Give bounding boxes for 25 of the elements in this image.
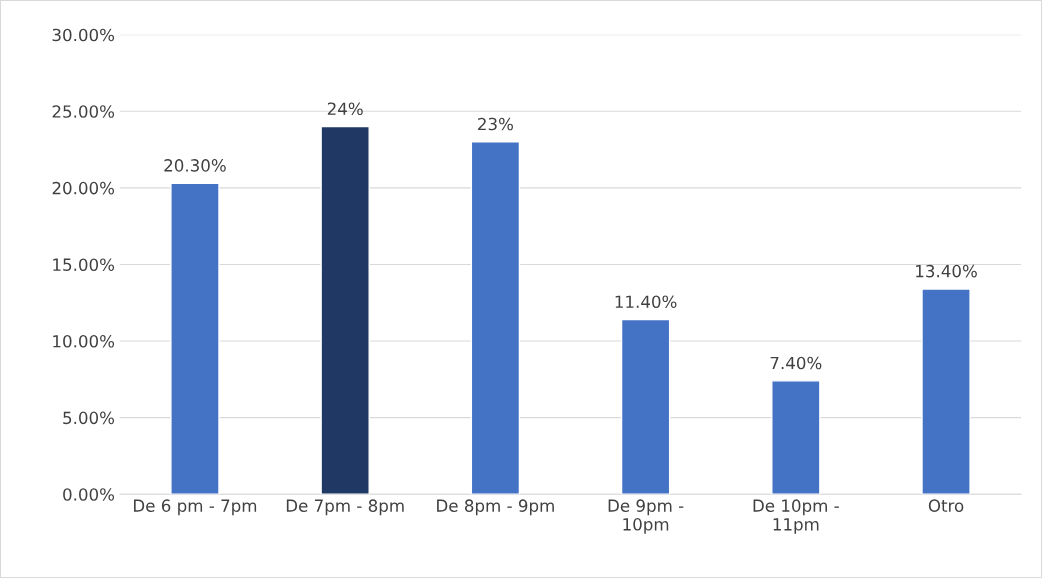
data-label: 24% (327, 102, 363, 116)
bar (320, 125, 370, 495)
bar (921, 288, 971, 495)
data-label: 20.30% (164, 159, 226, 172)
bar (470, 141, 521, 495)
bar (170, 182, 220, 495)
x-tick-label: De 9pm - 10pm (608, 499, 684, 534)
x-tick-label: De 6 pm - 7pm (134, 499, 257, 516)
y-tick-label: 25.00% (52, 105, 115, 118)
y-tick-label: 20.00% (52, 181, 115, 195)
data-label: 23% (478, 117, 513, 131)
x-tick-label: De 8pm - 9pm (437, 499, 554, 516)
y-tick-label: 15.00% (53, 258, 115, 271)
x-tick-label: Otro (928, 499, 964, 512)
bar (620, 318, 671, 495)
y-tick-label: 30.00% (52, 28, 115, 42)
bar (771, 380, 821, 495)
y-tick-label: 0.00% (63, 488, 115, 501)
data-label: 7.40% (770, 356, 822, 370)
data-label: 11.40% (615, 295, 677, 309)
data-label: 13.40% (916, 264, 977, 278)
y-tick-label: 10.00% (53, 334, 115, 348)
x-tick-label: De 10pm - 11pm (753, 499, 839, 534)
y-tick-label: 5.00% (63, 411, 115, 425)
x-tick-label: De 7pm - 8pm (286, 499, 404, 516)
